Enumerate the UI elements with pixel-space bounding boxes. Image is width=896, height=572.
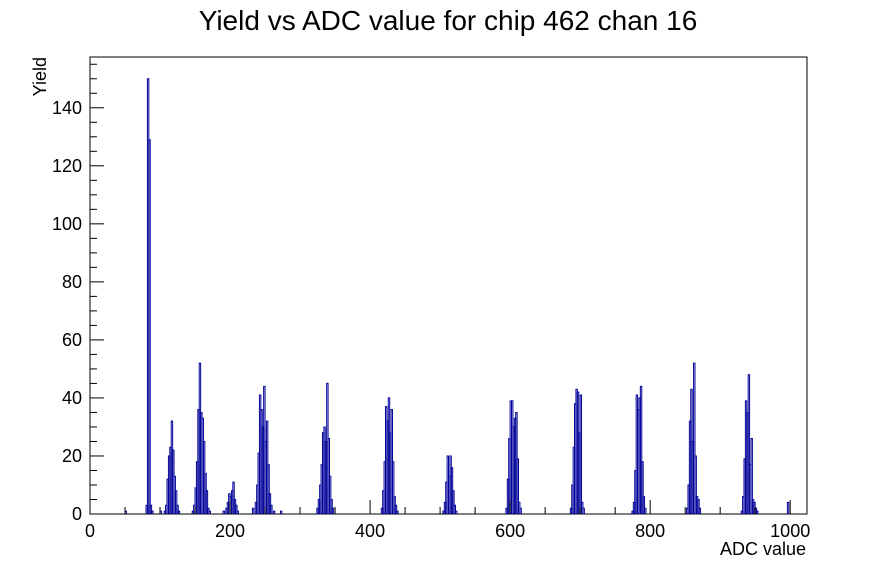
histogram-bar <box>270 504 273 514</box>
x-tick-label: 400 <box>355 521 385 541</box>
y-tick-label: 100 <box>52 214 82 234</box>
histogram-bar <box>697 498 700 514</box>
histogram-bar <box>750 438 753 514</box>
y-axis-label: Yield <box>30 57 50 96</box>
histogram-bar <box>698 507 702 514</box>
histogram-bar <box>235 504 238 514</box>
histogram-bar <box>394 504 398 514</box>
histogram-bar <box>582 507 585 514</box>
histogram-bar <box>251 507 255 514</box>
histogram-bar <box>222 510 225 514</box>
histogram-bar <box>639 385 643 514</box>
histogram-bar <box>693 362 696 514</box>
histogram-bar <box>516 458 520 514</box>
histogram-bar <box>644 507 647 514</box>
x-axis-ticks: 0 200 400 600 800 1000 <box>85 500 810 541</box>
histogram-bar <box>391 461 395 514</box>
histogram-bar <box>579 394 583 514</box>
histogram-bar <box>148 139 151 514</box>
x-tick-label: 0 <box>85 521 95 541</box>
histogram-bar <box>519 507 522 514</box>
y-tick-label: 0 <box>72 504 82 524</box>
histogram-bar <box>328 475 332 514</box>
y-tick-label: 60 <box>62 330 82 350</box>
histogram-bars <box>124 78 790 514</box>
x-axis-label: ADC value <box>720 539 806 559</box>
histogram-bar <box>330 498 333 514</box>
y-axis-ticks: 0 20 40 60 80 100 120 140 <box>52 63 104 524</box>
histogram-bar <box>205 490 209 514</box>
histogram-bar <box>208 510 211 514</box>
x-tick-label: 600 <box>495 521 525 541</box>
chart-title: Yield vs ADC value for chip 462 chan 16 <box>199 5 698 36</box>
histogram-bar <box>174 490 178 514</box>
y-tick-label: 120 <box>52 156 82 176</box>
histogram-bar <box>272 510 276 514</box>
y-tick-label: 20 <box>62 446 82 466</box>
histogram-bar <box>455 510 458 514</box>
histogram-bar <box>176 504 179 514</box>
histogram-bar <box>756 510 759 514</box>
histogram-bar <box>268 493 272 514</box>
histogram-bar <box>236 510 239 514</box>
x-tick-label: 1000 <box>770 521 810 541</box>
y-tick-label: 140 <box>52 98 82 118</box>
histogram-bar <box>331 507 335 514</box>
x-tick-label: 800 <box>635 521 665 541</box>
histogram-bar <box>396 510 399 514</box>
histogram-bar <box>232 481 235 514</box>
histogram-bar <box>453 504 457 514</box>
histogram-bar <box>747 374 751 514</box>
y-tick-label: 40 <box>62 388 82 408</box>
histogram-bar <box>267 464 270 514</box>
histogram-bar <box>641 461 644 514</box>
histogram-bar <box>452 490 455 514</box>
histogram-bar <box>786 501 790 514</box>
histogram-bar <box>149 504 153 514</box>
histogram-bar <box>642 496 646 514</box>
histogram-bar <box>279 510 283 514</box>
histogram-bar <box>151 510 154 514</box>
histogram-bar <box>177 510 181 514</box>
histogram-bar <box>694 455 697 514</box>
x-tick-label: 200 <box>215 521 245 541</box>
y-tick-label: 80 <box>62 272 82 292</box>
